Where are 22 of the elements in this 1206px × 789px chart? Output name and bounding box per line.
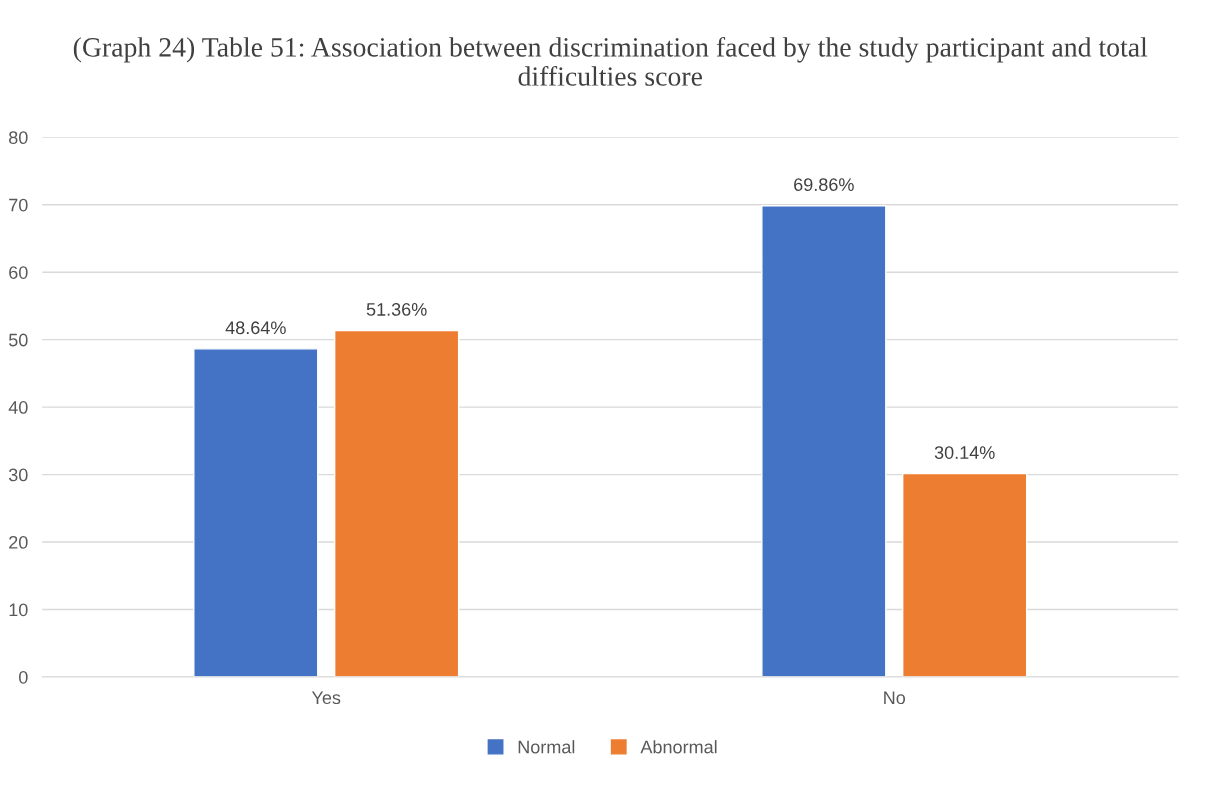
bar (193, 348, 319, 677)
data-label: 30.14% (934, 446, 995, 459)
y-tick-label: 10 (9, 603, 28, 617)
y-tick-label: 80 (9, 131, 28, 145)
y-tick-label: 50 (8, 333, 28, 347)
bar (902, 472, 1028, 677)
bar (333, 329, 460, 677)
data-label: 51.36% (366, 303, 427, 316)
y-tick-label: 30 (8, 468, 28, 482)
x-tick-label: Yes (311, 691, 341, 705)
y-tick-label: 20 (9, 535, 28, 549)
x-tick-label: No (884, 691, 906, 705)
y-tick-label: 70 (9, 198, 28, 212)
y-tick-label: 60 (9, 266, 28, 279)
y-tick-label: 40 (8, 401, 28, 414)
chart-title: (Graph 24) Table 51: Association between discrimination faced by the study participant and total difficulties score (73, 36, 1148, 86)
legend-label: Normal (518, 740, 575, 754)
bar (761, 204, 887, 677)
legend-label: Abnormal (640, 740, 717, 754)
data-label: 48.64% (225, 321, 286, 335)
y-tick-label: 0 (18, 670, 28, 684)
data-label: 69.86% (794, 178, 854, 192)
